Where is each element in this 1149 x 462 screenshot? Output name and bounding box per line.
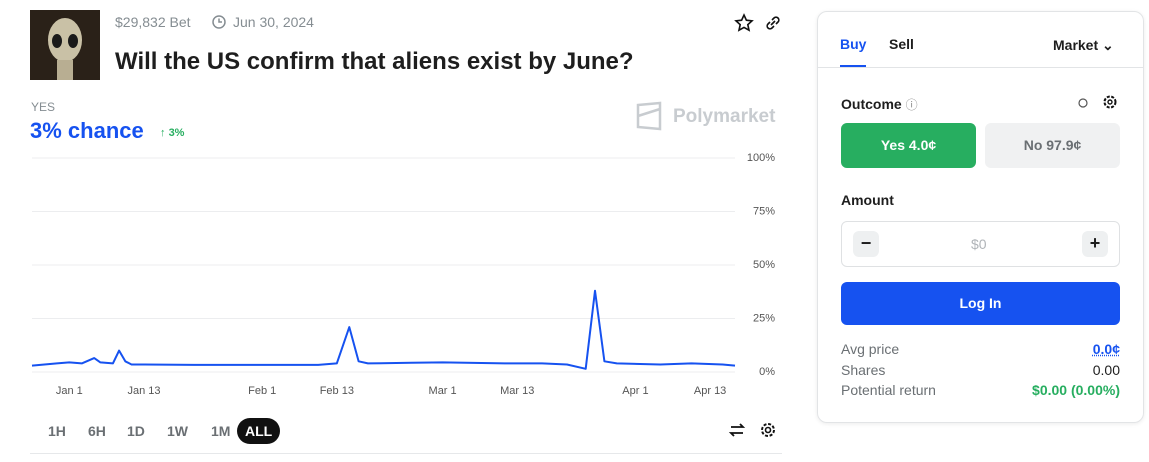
y-tick-label: 50% <box>753 259 775 271</box>
summary-label: Avg price <box>841 341 900 357</box>
tab-underline <box>840 65 866 67</box>
sell-tab[interactable]: Sell <box>889 36 914 52</box>
order-type-text: Market <box>1053 37 1099 53</box>
yes-button[interactable]: Yes 4.0¢ <box>841 123 976 168</box>
outcome-heading-text: Outcome <box>841 96 902 112</box>
y-tick-label: 0% <box>759 366 775 378</box>
chance: 3% chance <box>30 118 144 143</box>
watermark-logo <box>636 101 662 131</box>
buy-tab[interactable]: Buy <box>840 36 867 52</box>
trade-panel <box>817 11 1144 423</box>
divider <box>30 453 782 454</box>
range-button[interactable]: 1M <box>211 423 231 439</box>
increase-button[interactable]: + <box>1082 231 1108 257</box>
login-button[interactable]: Log In <box>841 282 1120 325</box>
outcome-label: YES <box>31 100 56 114</box>
order-type[interactable]: Market ⌄ <box>1053 37 1114 53</box>
range-button[interactable]: 1W <box>167 423 188 439</box>
x-tick-label: Apr 1 <box>622 385 648 397</box>
market-title: Will the US confirm that aliens exist by… <box>115 48 634 75</box>
x-tick-label: Jan 1 <box>56 385 83 397</box>
clock-icon <box>212 15 226 29</box>
x-tick-label: Feb 1 <box>248 385 276 397</box>
range-button[interactable]: 1H <box>48 423 66 439</box>
outcome-heading: Outcome ⓘ <box>841 96 918 112</box>
range-button[interactable]: 1D <box>127 423 145 439</box>
summary-value: $0.00 (0.00%) <box>1032 382 1120 398</box>
range-button[interactable]: ALL <box>237 418 281 444</box>
panel-settings[interactable] <box>1102 94 1118 110</box>
link-button[interactable] <box>764 14 782 32</box>
change-value: 3% <box>168 127 185 139</box>
swap-button[interactable] <box>728 421 746 439</box>
y-tick-label: 25% <box>753 312 775 324</box>
summary-value: 0.00 <box>1092 361 1120 378</box>
amount-placeholder: $0 <box>971 236 987 252</box>
price-line <box>31 289 736 370</box>
star-button[interactable] <box>734 13 754 33</box>
summary-label: Shares <box>841 361 886 378</box>
y-tick-label: 75% <box>753 205 775 217</box>
amount-label: Amount <box>841 192 894 208</box>
summary-label: Potential return <box>841 382 936 398</box>
change: ↑ 3% <box>160 127 185 139</box>
x-tick-label: Mar 1 <box>429 385 457 397</box>
settings-button[interactable] <box>759 421 777 439</box>
x-tick-label: Feb 13 <box>320 385 354 397</box>
y-tick-label: 100% <box>747 152 775 164</box>
watermark: Polymarket <box>673 106 776 127</box>
no-button[interactable]: No 97.9¢ <box>985 123 1120 168</box>
volume: $29,832 Bet <box>115 14 191 30</box>
x-tick-label: Apr 13 <box>694 385 726 397</box>
summary-value: 0.0¢ <box>1092 341 1120 357</box>
x-tick-label: Mar 13 <box>500 385 534 397</box>
amount-input[interactable] <box>841 221 1120 267</box>
range-button[interactable]: 6H <box>88 423 106 439</box>
x-tick-label: Jan 13 <box>127 385 160 397</box>
refresh-icon[interactable] <box>1077 97 1089 109</box>
divider <box>818 67 1143 68</box>
decrease-button[interactable]: − <box>853 231 879 257</box>
price-chart: 0% 25% 50% 75% 100% Jan 1 Jan 13 Feb 1 Feb 13 Mar… <box>31 152 775 397</box>
end-date: Jun 30, 2024 <box>233 14 314 30</box>
market-image <box>30 10 100 80</box>
